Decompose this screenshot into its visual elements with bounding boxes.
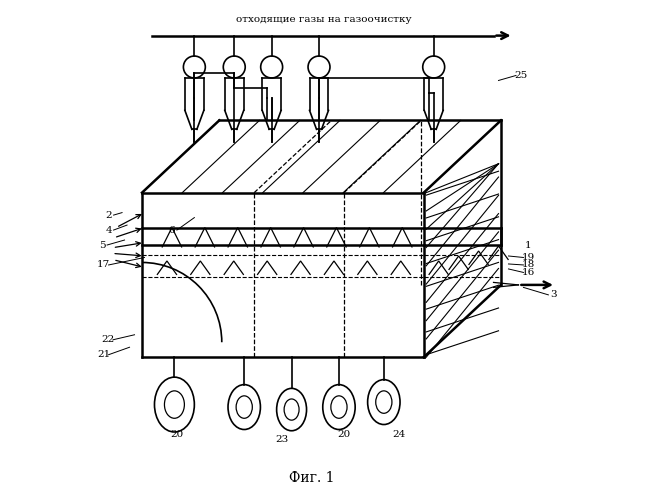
Text: 21: 21 — [97, 350, 110, 359]
Text: 16: 16 — [522, 268, 535, 277]
Text: 18: 18 — [522, 260, 535, 270]
Text: 2: 2 — [105, 210, 112, 220]
Text: 20: 20 — [338, 430, 351, 439]
Text: 22: 22 — [102, 336, 115, 344]
Text: 23: 23 — [275, 435, 288, 444]
Text: 5: 5 — [98, 240, 106, 250]
Text: 4: 4 — [105, 226, 112, 234]
Text: 6: 6 — [168, 226, 175, 234]
Text: 3: 3 — [550, 290, 557, 300]
Text: отходящие газы на газоочистку: отходящие газы на газоочистку — [236, 14, 412, 24]
Text: Фиг. 1: Фиг. 1 — [289, 472, 334, 486]
Text: 1: 1 — [525, 240, 532, 250]
Text: 19: 19 — [522, 253, 535, 262]
Text: 25: 25 — [515, 71, 527, 80]
Text: 24: 24 — [392, 430, 406, 439]
Text: 17: 17 — [97, 260, 110, 270]
Text: 20: 20 — [170, 430, 183, 439]
